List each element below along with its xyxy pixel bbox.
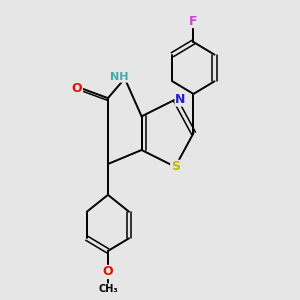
Text: S: S	[171, 160, 180, 173]
Text: CH₃: CH₃	[98, 284, 118, 294]
Text: F: F	[189, 14, 198, 28]
Text: NH: NH	[110, 72, 128, 82]
Text: O: O	[103, 266, 113, 278]
Text: N: N	[175, 93, 185, 106]
Text: O: O	[72, 82, 83, 95]
